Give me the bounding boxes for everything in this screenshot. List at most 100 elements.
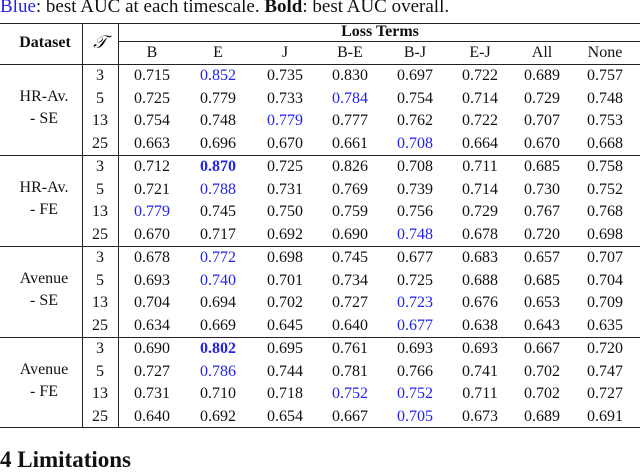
- cell: 0.779: [200, 89, 236, 107]
- cell: 0.640: [134, 407, 170, 425]
- cell: 0.739: [397, 180, 433, 198]
- timescale: 5: [96, 362, 104, 380]
- cell: 0.638: [462, 316, 498, 334]
- cell: 0.720: [587, 340, 623, 357]
- cell: 0.711: [462, 385, 498, 402]
- timescale: 3: [96, 249, 104, 266]
- cell: 0.754: [134, 112, 170, 129]
- cell: 0.731: [134, 385, 170, 402]
- cell: 0.634: [134, 316, 170, 334]
- cell: 0.691: [587, 407, 623, 425]
- timescale: 25: [92, 407, 108, 425]
- cell: 0.752: [397, 385, 433, 402]
- cell: 0.769: [332, 180, 368, 198]
- header-timescale: 𝒯: [93, 32, 107, 52]
- cell: 0.689: [524, 407, 560, 425]
- cell: 0.708: [397, 158, 433, 175]
- cell: 0.727: [134, 362, 170, 380]
- cell: 0.759: [332, 203, 368, 220]
- cell: 0.772: [200, 249, 236, 266]
- column-header: E: [213, 44, 223, 61]
- cell: 0.714: [462, 180, 498, 198]
- cell: 0.673: [462, 407, 498, 425]
- timescale: 13: [92, 112, 108, 129]
- cell: 0.729: [462, 203, 498, 220]
- header-group: Loss Terms: [341, 23, 419, 40]
- cell: 0.753: [587, 112, 623, 129]
- cell: 0.784: [332, 89, 368, 107]
- cell: 0.715: [134, 67, 170, 84]
- section-heading: 4 Limitations: [0, 447, 131, 472]
- cell: 0.704: [134, 294, 170, 311]
- timescale: 25: [92, 225, 108, 243]
- cell: 0.694: [200, 294, 236, 311]
- dataset-label: - SE: [30, 292, 58, 309]
- timescale: 3: [96, 158, 104, 175]
- caption-bold: Bold: [264, 0, 303, 17]
- dataset-label: - FE: [30, 383, 58, 400]
- caption-blue: Blue: [0, 0, 36, 17]
- cell: 0.768: [587, 203, 623, 220]
- cell: 0.697: [397, 67, 433, 84]
- cell: 0.702: [524, 362, 560, 380]
- rule: [0, 23, 640, 24]
- cell: 0.722: [462, 112, 498, 129]
- cell: 0.748: [397, 225, 433, 243]
- cell: 0.653: [524, 294, 560, 311]
- cell: 0.663: [134, 134, 170, 152]
- cell: 0.723: [397, 294, 433, 311]
- cell: 0.643: [524, 316, 560, 334]
- timescale: 13: [92, 203, 108, 220]
- timescale: 5: [96, 180, 104, 198]
- cell: 0.708: [397, 134, 433, 152]
- cell: 0.683: [462, 249, 498, 266]
- cell: 0.685: [524, 271, 560, 289]
- rule: [0, 427, 640, 428]
- caption-text: : best AUC at each timescale.: [35, 0, 265, 17]
- cell: 0.788: [200, 180, 236, 198]
- cell: 0.677: [397, 316, 433, 334]
- column-header: B-E: [337, 44, 363, 61]
- cell: 0.870: [200, 158, 236, 175]
- cell: 0.733: [267, 89, 303, 107]
- cell: 0.709: [587, 294, 623, 311]
- cell: 0.745: [332, 249, 368, 266]
- dataset-label: HR-Av.: [19, 88, 69, 105]
- cell: 0.698: [587, 225, 623, 243]
- column-header: J: [281, 44, 289, 61]
- timescale: 3: [96, 340, 104, 357]
- cell: 0.725: [397, 271, 433, 289]
- cell: 0.695: [267, 340, 303, 357]
- timescale: 25: [92, 316, 108, 334]
- cell: 0.701: [267, 271, 303, 289]
- cell: 0.654: [267, 407, 303, 425]
- timescale: 3: [96, 67, 104, 84]
- cell: 0.670: [134, 225, 170, 243]
- cell: 0.712: [134, 158, 170, 175]
- cell: 0.786: [200, 362, 236, 380]
- cell: 0.754: [397, 89, 433, 107]
- cell: 0.758: [587, 158, 623, 175]
- cell: 0.690: [332, 225, 368, 243]
- rule: [82, 23, 83, 427]
- cell: 0.730: [524, 180, 560, 198]
- dataset-label: Avenue: [19, 361, 69, 378]
- cell: 0.734: [332, 271, 368, 289]
- column-header: All: [531, 44, 553, 61]
- cell: 0.744: [267, 362, 303, 380]
- cell: 0.735: [267, 67, 303, 84]
- rule: [118, 41, 640, 42]
- timescale: 13: [92, 294, 108, 311]
- cell: 0.752: [587, 180, 623, 198]
- cell: 0.696: [200, 134, 236, 152]
- dataset-label: HR-Av.: [19, 179, 69, 196]
- cell: 0.757: [587, 67, 623, 84]
- cell: 0.761: [332, 340, 368, 357]
- cell: 0.692: [267, 225, 303, 243]
- cell: 0.711: [462, 158, 498, 175]
- cell: 0.727: [587, 385, 623, 402]
- rule: [0, 64, 640, 65]
- cell: 0.729: [524, 89, 560, 107]
- cell: 0.725: [267, 158, 303, 175]
